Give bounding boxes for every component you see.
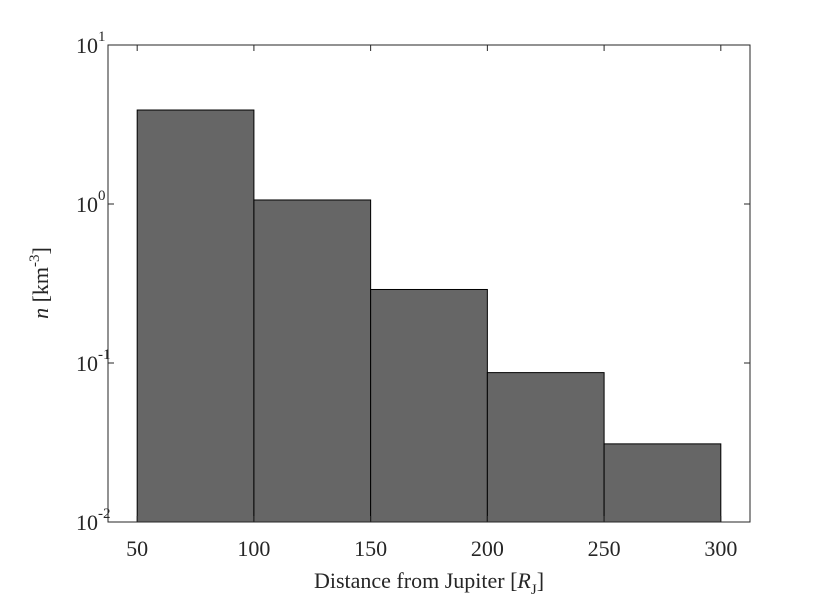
- x-label-text: Distance from Jupiter [: [314, 568, 517, 593]
- y-tick-base: 10: [76, 351, 98, 376]
- bar: [603, 443, 722, 523]
- y-tick-base: 10: [76, 192, 98, 217]
- axes-box: [107, 44, 751, 523]
- x-tick-label: 300: [704, 536, 737, 561]
- y-tick-exponent: 1: [98, 29, 106, 45]
- x-tick-label: 250: [588, 536, 621, 561]
- y-tick-label: 10-2: [76, 506, 111, 535]
- bar: [486, 372, 605, 523]
- x-label-subscript: J: [531, 582, 537, 598]
- bar: [136, 109, 255, 523]
- y-tick-base: 10: [76, 33, 98, 58]
- y-tick-label: 100: [76, 188, 106, 217]
- x-tick-label: 100: [237, 536, 270, 561]
- x-tick-label: 150: [354, 536, 387, 561]
- x-axis-label: Distance from Jupiter [RJ]: [314, 568, 544, 598]
- y-tick-exponent: -1: [98, 347, 111, 363]
- bar: [253, 199, 372, 523]
- x-label-text: ]: [537, 568, 544, 593]
- y-axis-label: n [km-3]: [27, 247, 53, 319]
- x-label-symbol: R: [516, 568, 531, 593]
- y-tick-exponent: 0: [98, 188, 106, 204]
- y-label-text: ]: [28, 247, 53, 254]
- y-tick-label: 10-1: [76, 347, 111, 376]
- y-label-superscript: -3: [27, 254, 43, 267]
- y-tick-exponent: -2: [98, 506, 111, 522]
- y-label-text: [km: [28, 267, 53, 308]
- x-tick-label: 200: [471, 536, 504, 561]
- bar: [370, 288, 488, 523]
- y-tick-label: 101: [76, 29, 106, 58]
- y-tick-base: 10: [76, 510, 98, 535]
- y-label-symbol: n: [28, 308, 53, 319]
- x-tick-label: 50: [126, 536, 148, 561]
